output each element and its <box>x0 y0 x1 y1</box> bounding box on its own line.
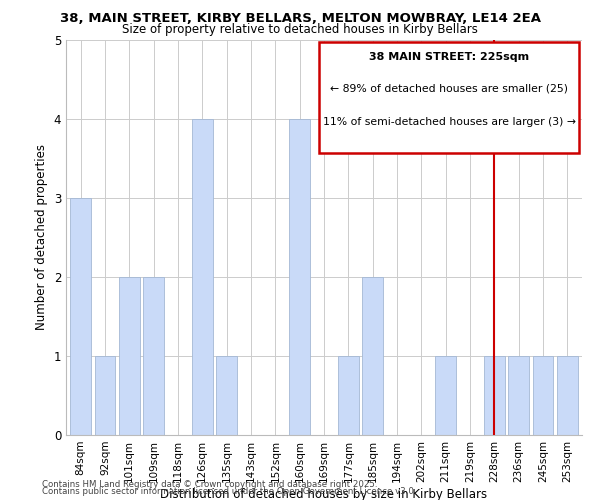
Bar <box>289 119 310 435</box>
Bar <box>192 119 212 435</box>
Text: 38 MAIN STREET: 225sqm: 38 MAIN STREET: 225sqm <box>369 52 529 62</box>
Bar <box>533 356 553 435</box>
Bar <box>557 356 578 435</box>
Bar <box>338 356 359 435</box>
Text: Size of property relative to detached houses in Kirby Bellars: Size of property relative to detached ho… <box>122 24 478 36</box>
Text: 11% of semi-detached houses are larger (3) →: 11% of semi-detached houses are larger (… <box>323 117 575 127</box>
Text: ← 89% of detached houses are smaller (25): ← 89% of detached houses are smaller (25… <box>330 84 568 94</box>
Text: 38, MAIN STREET, KIRBY BELLARS, MELTON MOWBRAY, LE14 2EA: 38, MAIN STREET, KIRBY BELLARS, MELTON M… <box>59 12 541 26</box>
Bar <box>436 356 456 435</box>
Bar <box>143 277 164 435</box>
FancyBboxPatch shape <box>319 42 580 152</box>
Bar <box>362 277 383 435</box>
Bar <box>216 356 237 435</box>
Bar <box>95 356 115 435</box>
X-axis label: Distribution of detached houses by size in Kirby Bellars: Distribution of detached houses by size … <box>160 488 488 500</box>
Bar <box>119 277 140 435</box>
Bar <box>508 356 529 435</box>
Y-axis label: Number of detached properties: Number of detached properties <box>35 144 48 330</box>
Text: Contains HM Land Registry data © Crown copyright and database right 2025.: Contains HM Land Registry data © Crown c… <box>42 480 377 489</box>
Bar <box>70 198 91 435</box>
Bar <box>484 356 505 435</box>
Text: Contains public sector information licensed under the Open Government Licence v3: Contains public sector information licen… <box>42 487 416 496</box>
